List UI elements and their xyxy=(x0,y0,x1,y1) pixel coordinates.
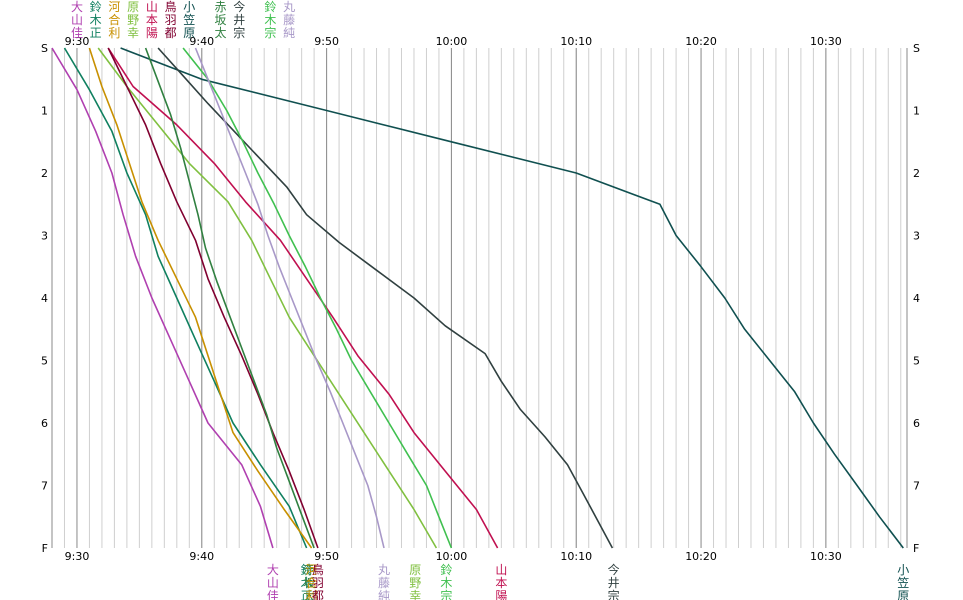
x-tick-label: 9:30 xyxy=(65,550,90,563)
runner-label: 小笠原 xyxy=(183,0,195,40)
x-tick-label: 10:30 xyxy=(810,550,842,563)
series-line xyxy=(88,47,313,549)
runner-label: 赤坂太 xyxy=(214,0,226,40)
y-tick-label: 5 xyxy=(913,355,920,368)
y-tick-label: 3 xyxy=(913,230,920,243)
runner-label: 原野幸 xyxy=(409,563,421,600)
x-tick-label: 10:00 xyxy=(436,35,468,48)
series-line xyxy=(51,47,274,549)
runner-label: 山本陽 xyxy=(146,0,158,40)
runner-label: 今井宗 xyxy=(608,562,620,600)
runner-label: 原野幸 xyxy=(127,0,139,40)
y-tick-label: 4 xyxy=(41,292,48,305)
series-lines xyxy=(51,47,904,549)
runner-label: 鳥羽都 xyxy=(312,562,324,600)
runner-label: 丸藤純 xyxy=(378,563,390,600)
y-tick-label: 2 xyxy=(41,167,48,180)
y-tick-label: 5 xyxy=(41,355,48,368)
runner-label: 山本陽 xyxy=(495,563,507,600)
x-tick-label: 9:30 xyxy=(65,35,90,48)
series-line xyxy=(120,47,904,549)
y-tick-label: 6 xyxy=(913,417,920,430)
runner-label: 鈴木宗 xyxy=(440,562,452,600)
series-line xyxy=(157,47,614,549)
y-tick-label: 3 xyxy=(41,230,48,243)
x-tick-label: 10:20 xyxy=(685,35,717,48)
y-tick-label: S xyxy=(913,42,920,55)
runner-label: 河合利 xyxy=(108,0,120,40)
x-tick-label: 10:10 xyxy=(560,550,592,563)
x-tick-label: 9:40 xyxy=(189,550,214,563)
series-line xyxy=(144,47,315,549)
y-tick-label: 7 xyxy=(41,480,48,493)
x-axis-bottom: 9:30 9:40 9:50 10:00 10:10 10:20 10:30 xyxy=(65,550,842,563)
runner-label: 大山佳 xyxy=(267,563,279,600)
runner-label: 小笠原 xyxy=(897,563,909,600)
runner-label: 鈴木宗 xyxy=(264,0,276,40)
x-tick-label: 10:10 xyxy=(560,35,592,48)
x-tick-label: 10:20 xyxy=(685,550,717,563)
x-axis-top: 9:30 9:40 9:50 10:00 10:10 10:20 10:30 xyxy=(65,35,842,48)
major-grid xyxy=(51,48,908,548)
y-tick-label: F xyxy=(42,542,48,555)
runner-label: 鈴木正 xyxy=(90,0,102,40)
runner-label: 鳥羽都 xyxy=(165,0,177,40)
runner-label: 今井宗 xyxy=(233,0,245,40)
x-tick-label: 9:50 xyxy=(314,550,339,563)
y-tick-label: 7 xyxy=(913,480,920,493)
y-tick-label: 4 xyxy=(913,292,920,305)
runner-label: 大山佳 xyxy=(71,0,83,40)
series-line xyxy=(63,47,308,549)
series-line xyxy=(194,47,385,549)
y-tick-label: 1 xyxy=(913,105,920,118)
y-axis-right: S 1 2 3 4 5 6 7 F xyxy=(913,42,920,555)
runner-label: 赤坂太 xyxy=(303,563,315,600)
series-line xyxy=(182,47,453,549)
x-tick-label: 10:30 xyxy=(810,35,842,48)
series-line xyxy=(97,47,438,549)
runner-label: 河合利 xyxy=(306,563,318,600)
y-tick-label: 2 xyxy=(913,167,920,180)
x-tick-label: 9:40 xyxy=(189,35,214,48)
y-tick-label: F xyxy=(913,542,919,555)
y-tick-label: S xyxy=(41,42,48,55)
x-tick-label: 10:00 xyxy=(436,550,468,563)
runner-label: 鈴木正 xyxy=(301,562,313,600)
x-tick-label: 9:50 xyxy=(314,35,339,48)
y-axis-left: S 1 2 3 4 5 6 7 F xyxy=(41,42,48,555)
runner-label: 丸藤純 xyxy=(283,0,295,40)
y-tick-label: 6 xyxy=(41,417,48,430)
y-tick-label: 1 xyxy=(41,105,48,118)
minor-grid xyxy=(51,48,902,548)
series-line xyxy=(107,47,319,549)
